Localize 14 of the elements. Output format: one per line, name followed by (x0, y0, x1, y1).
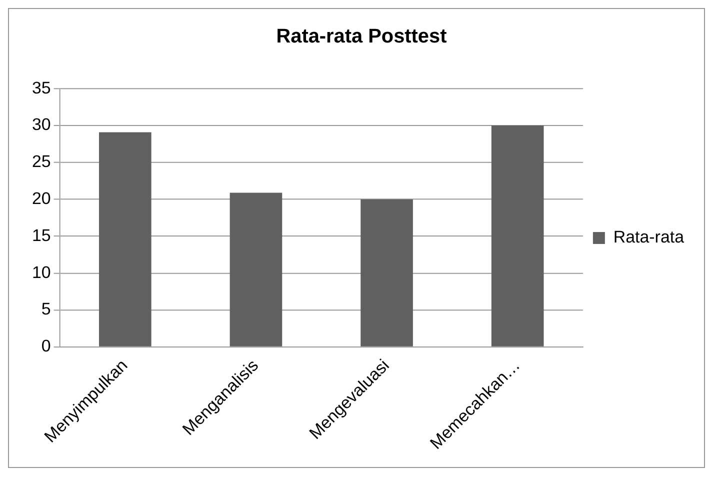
y-tick-label: 35 (32, 78, 51, 98)
y-tick-label: 20 (32, 189, 51, 208)
y-tick-label: 15 (32, 226, 51, 245)
y-tick-label: 25 (32, 152, 51, 172)
y-tick-label: 30 (32, 115, 51, 134)
bar (230, 192, 282, 346)
y-tick-label: 10 (32, 262, 51, 282)
y-tick-label: 5 (41, 300, 51, 319)
y-tick-label: 0 (41, 336, 51, 356)
legend-label: Rata-rata (613, 228, 685, 247)
bar (360, 199, 413, 346)
chart-title: Rata-rata Posttest (276, 25, 448, 48)
bar (491, 126, 544, 346)
bar (99, 132, 152, 346)
